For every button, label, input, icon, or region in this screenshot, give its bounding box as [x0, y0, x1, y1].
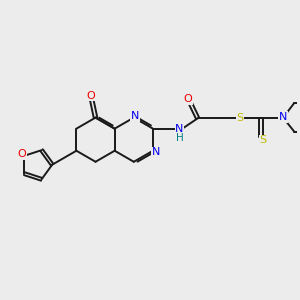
Text: O: O: [87, 91, 95, 100]
Text: N: N: [279, 112, 287, 122]
Text: O: O: [184, 94, 192, 104]
Text: N: N: [131, 111, 140, 121]
Text: N: N: [152, 147, 160, 157]
Text: N: N: [175, 124, 184, 134]
Text: S: S: [259, 135, 266, 146]
Text: S: S: [236, 113, 244, 123]
Text: H: H: [176, 133, 183, 143]
Text: O: O: [17, 149, 26, 159]
